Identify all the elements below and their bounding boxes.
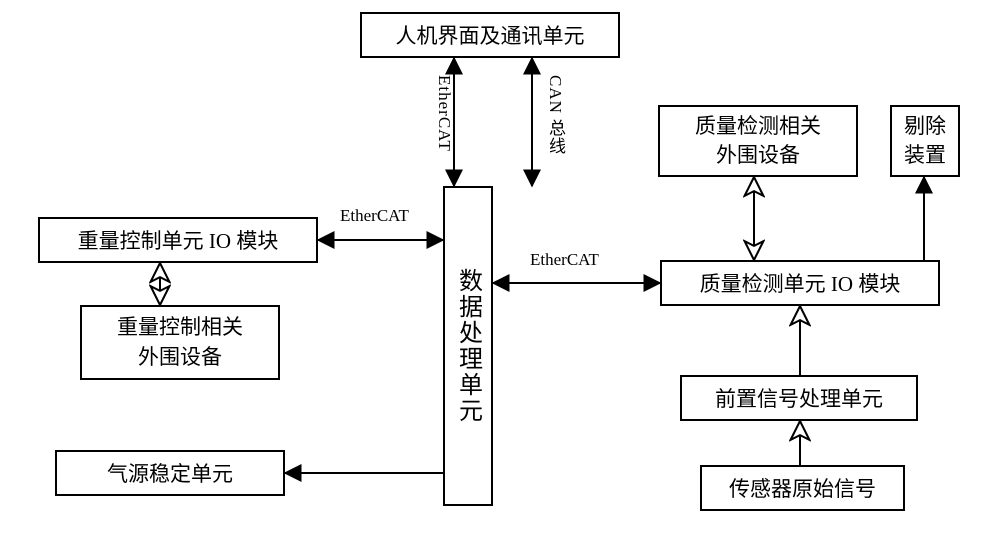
node-air-stable-label: 气源稳定单元 xyxy=(107,458,233,488)
node-reject: 剔除 装置 xyxy=(890,105,960,177)
node-reject-label: 剔除 装置 xyxy=(904,112,946,171)
node-air-stable: 气源稳定单元 xyxy=(55,450,285,496)
edge-label-canbus: CAN 总线 xyxy=(543,75,568,155)
node-sensor: 传感器原始信号 xyxy=(700,465,905,511)
node-hmi-label: 人机界面及通讯单元 xyxy=(396,20,585,50)
node-qc-ext: 质量检测相关 外围设备 xyxy=(658,105,858,177)
edge-label-ethercat-h2: EtherCAT xyxy=(530,250,599,270)
node-qc-io-label: 质量检测单元 IO 模块 xyxy=(700,268,901,298)
node-weight-ext-label: 重量控制相关 外围设备 xyxy=(117,313,243,372)
node-hmi: 人机界面及通讯单元 xyxy=(360,12,620,58)
edge-label-ethercat-v1: EtherCAT xyxy=(434,75,454,152)
node-data-proc: 数据处理单元 xyxy=(443,186,493,506)
node-weight-ext: 重量控制相关 外围设备 xyxy=(80,305,280,380)
node-sensor-label: 传感器原始信号 xyxy=(729,473,876,503)
node-pre-sig: 前置信号处理单元 xyxy=(680,375,918,421)
node-qc-io: 质量检测单元 IO 模块 xyxy=(660,260,940,306)
node-weight-io-label: 重量控制单元 IO 模块 xyxy=(78,225,279,255)
node-qc-ext-label: 质量检测相关 外围设备 xyxy=(695,112,821,171)
node-data-proc-label: 数据处理单元 xyxy=(451,268,486,424)
node-weight-io: 重量控制单元 IO 模块 xyxy=(38,217,318,263)
edge-label-ethercat-h1: EtherCAT xyxy=(340,206,409,226)
node-pre-sig-label: 前置信号处理单元 xyxy=(715,383,883,413)
